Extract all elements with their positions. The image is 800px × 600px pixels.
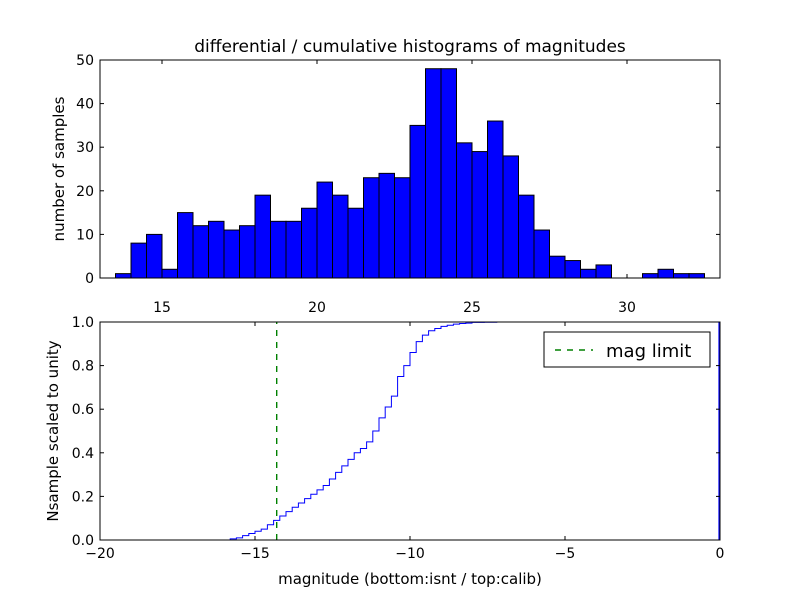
- bottom-y-tick-label: 0.8: [72, 359, 94, 375]
- histogram-bar: [177, 212, 194, 279]
- histogram-bar: [549, 255, 566, 279]
- bottom-x-tick-label: 0: [716, 546, 725, 562]
- top-x-tick-label: 15: [153, 300, 171, 316]
- top-y-axis-label: number of samples: [50, 96, 68, 241]
- top-x-tick-label: 25: [463, 300, 481, 316]
- top-axis-ticks: 15 20 25 30 0 10 20 30 40 50: [76, 53, 720, 316]
- bottom-x-tick-label: −20: [85, 546, 115, 562]
- histogram-bar: [595, 264, 612, 279]
- histogram-bar: [270, 220, 287, 279]
- top-y-tick-label: 30: [76, 140, 94, 156]
- histogram-bar: [363, 177, 380, 279]
- histogram-bar: [223, 229, 240, 279]
- top-y-tick-label: 10: [76, 227, 94, 243]
- bottom-plot-frame: [99, 321, 721, 541]
- bottom-x-tick-label: −10: [395, 546, 425, 562]
- histogram-bar: [502, 155, 519, 279]
- histogram-bar: [533, 229, 550, 279]
- histogram-bar: [394, 177, 411, 279]
- histogram-bar: [673, 273, 690, 279]
- bottom-y-tick-label: 0.4: [72, 446, 94, 462]
- histogram-bar: [192, 225, 209, 279]
- histogram-bar: [580, 268, 597, 279]
- bottom-x-axis-label: magnitude (bottom:isnt / top:calib): [278, 570, 542, 588]
- bottom-y-tick-label: 0.2: [72, 489, 94, 505]
- top-y-tick-label: 0: [85, 271, 94, 287]
- histogram-bar: [161, 268, 178, 279]
- histogram-bar: [688, 273, 705, 279]
- chart-title: differential / cumulative histograms of …: [194, 37, 626, 57]
- bottom-x-tick-label: −5: [555, 546, 576, 562]
- top-y-tick-label: 40: [76, 97, 94, 113]
- bottom-y-tick-label: 0.0: [72, 533, 94, 549]
- histogram-bar: [564, 260, 581, 279]
- histogram-bar: [254, 194, 271, 279]
- histogram-bar: [440, 68, 457, 279]
- histogram-bar: [115, 273, 132, 279]
- histogram-bar: [642, 273, 659, 279]
- top-histogram-bars: [115, 68, 705, 279]
- bottom-x-tick-label: −15: [240, 546, 270, 562]
- histogram-bar: [347, 207, 364, 279]
- histogram-bar: [316, 181, 333, 279]
- cumulative-step-line: [100, 321, 720, 541]
- histogram-bar: [130, 242, 147, 279]
- top-plot-frame: [99, 59, 721, 279]
- histogram-bar: [301, 207, 318, 279]
- top-histogram-panel: 15 20 25 30 0 10 20 30 40 50 differential / cumul…: [50, 37, 721, 316]
- histogram-bar: [471, 151, 488, 279]
- bottom-y-tick-label: 1.0: [72, 315, 94, 331]
- histogram-bar: [146, 233, 163, 279]
- legend: mag limit: [543, 331, 711, 368]
- histogram-bar: [518, 194, 535, 279]
- histogram-bar: [487, 120, 504, 279]
- bottom-cumulative-panel: −20 −15 −10 −5 0 0.0 0.2 0.4 0.6 0.8 1.0 magnitude…: [44, 315, 724, 588]
- top-x-tick-label: 30: [618, 300, 636, 316]
- histogram-bar: [208, 220, 225, 279]
- histogram-bar: [285, 220, 302, 279]
- histogram-bar: [378, 172, 395, 279]
- histogram-bar: [657, 268, 674, 279]
- bottom-y-axis-label: Nsample scaled to unity: [44, 340, 62, 521]
- top-y-tick-label: 20: [76, 184, 94, 200]
- histogram-bar: [409, 124, 426, 279]
- legend-mag-limit-label: mag limit: [606, 341, 691, 362]
- top-y-tick-label: 50: [76, 53, 94, 69]
- histogram-bar: [425, 68, 442, 279]
- histogram-bar: [456, 142, 473, 279]
- histogram-bar: [239, 225, 256, 279]
- bottom-plot-lines: [100, 321, 720, 541]
- top-x-tick-label: 20: [308, 300, 326, 316]
- bottom-axis-ticks: −20 −15 −10 −5 0 0.0 0.2 0.4 0.6 0.8 1.0: [72, 315, 725, 562]
- bottom-y-tick-label: 0.6: [72, 402, 94, 418]
- histogram-bar: [332, 194, 349, 279]
